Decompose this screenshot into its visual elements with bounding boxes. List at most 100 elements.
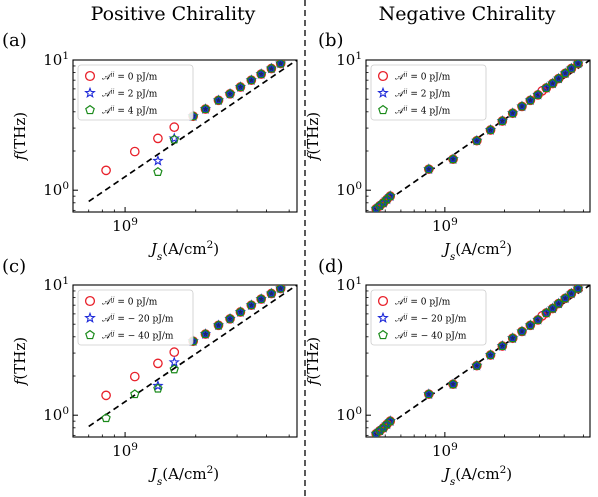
data-area <box>88 285 297 428</box>
legend-marker-pentagon <box>85 329 95 340</box>
minor-ticks <box>366 290 584 437</box>
data-point-pentagon <box>385 191 395 201</box>
data-point-pentagon <box>533 314 543 324</box>
y-axis-label: f(THz) <box>304 112 322 161</box>
data-point-pentagon <box>225 88 235 98</box>
x-axis-label: Js(A/cm2) <box>148 239 219 263</box>
data-point-pentagon <box>382 419 392 429</box>
legend-marker-circle <box>84 295 96 307</box>
x-tick-label: 109 <box>112 216 138 235</box>
data-point-circle <box>153 358 163 369</box>
minor-ticks <box>73 290 290 437</box>
data-point-pentagon <box>485 125 496 134</box>
y-tick-label: 101 <box>43 275 69 294</box>
reference-line <box>88 60 297 203</box>
legend-marker-pentagon <box>378 329 388 340</box>
panel-label: (a) <box>2 30 27 51</box>
x-axis-label: Js(A/cm2) <box>441 464 512 488</box>
data-point-pentagon <box>235 82 246 92</box>
y-axis-label: f(THz) <box>11 337 29 386</box>
data-point-pentagon <box>225 313 235 323</box>
data-point-pentagon <box>573 285 583 293</box>
legend-marker-circle <box>84 70 96 82</box>
data-point-pentagon <box>371 203 381 212</box>
data-point-pentagon <box>266 288 277 298</box>
series-pentagon <box>371 285 583 437</box>
data-point-star <box>168 356 180 368</box>
legend-box <box>77 64 194 121</box>
data-area <box>370 285 590 437</box>
axes-frame <box>72 59 298 213</box>
legend-entry-label: 𝒜ii = 0 pJ/m <box>395 71 451 83</box>
data-point-pentagon <box>472 360 482 370</box>
axes-frame <box>365 284 591 438</box>
data-point-pentagon <box>275 60 286 68</box>
data-area <box>370 60 590 212</box>
data-point-pentagon <box>533 89 543 99</box>
legend-entry-label: 𝒜ij = − 20 pJ/m <box>102 313 174 325</box>
data-point-pentagon <box>200 329 211 339</box>
data-point-pentagon <box>256 69 266 79</box>
data-point-pentagon <box>508 108 518 118</box>
legend-box <box>77 289 194 346</box>
legend-marker-pentagon <box>85 104 95 115</box>
minor-ticks <box>366 65 584 212</box>
data-point-pentagon <box>246 300 257 310</box>
data-point-pentagon <box>375 200 385 210</box>
panel-label: (c) <box>2 256 26 277</box>
legend-entry-label: 𝒜ij = − 40 pJ/m <box>102 330 174 342</box>
reference-line <box>88 285 297 428</box>
legend-marker-star <box>377 311 389 324</box>
y-tick-label: 100 <box>336 405 362 424</box>
data-point-pentagon <box>378 197 389 207</box>
data-point-pentagon <box>256 294 266 304</box>
data-point-pentagon <box>424 164 434 174</box>
legend-box <box>370 289 487 346</box>
legend-entry-label: 𝒜ii = 2 pJ/m <box>102 88 158 100</box>
data-point-pentagon <box>101 413 111 423</box>
legend: 𝒜ij = 0 pJ/m 𝒜ij = − 20 pJ/m 𝒜ij = − 40 pJ… <box>77 289 194 346</box>
x-axis-label: Js(A/cm2) <box>441 239 512 263</box>
data-point-pentagon <box>424 389 434 399</box>
data-point-pentagon <box>385 416 395 426</box>
x-axis-label: Js(A/cm2) <box>148 464 219 488</box>
y-tick-label: 101 <box>43 50 69 69</box>
data-point-circle <box>101 390 111 401</box>
data-point-pentagon <box>497 116 508 126</box>
data-point-pentagon <box>485 350 496 359</box>
legend-entry-label: 𝒜ii = 4 pJ/m <box>395 105 451 117</box>
legend-entry-label: 𝒜ii = 2 pJ/m <box>395 88 451 100</box>
x-tick-label: 109 <box>112 441 138 460</box>
legend-entry-label: 𝒜ii = 4 pJ/m <box>102 105 158 117</box>
data-point-circle <box>129 371 140 382</box>
data-point-pentagon <box>371 428 381 437</box>
legend-box <box>370 64 487 121</box>
y-tick-label: 100 <box>43 180 69 199</box>
series-pentagon <box>153 60 286 176</box>
data-point-pentagon <box>517 326 527 336</box>
data-point-pentagon <box>213 95 224 105</box>
data-point-pentagon <box>553 73 564 83</box>
legend-entry-label: 𝒜ii = 0 pJ/m <box>102 71 158 83</box>
data-point-pentagon <box>378 422 389 432</box>
y-tick-label: 100 <box>336 180 362 199</box>
data-point-pentagon <box>382 194 392 204</box>
y-axis-label: f(THz) <box>11 112 29 161</box>
data-point-pentagon <box>153 167 163 176</box>
panel-label: (b) <box>318 30 344 51</box>
series-pentagon <box>101 285 286 423</box>
panels: (a) 109 100 101 Js(A/cm2) f(THz) 𝒜ii = 0 pJ/m 𝒜… <box>2 30 591 488</box>
data-point-star <box>152 379 164 391</box>
legend-marker-star <box>377 86 389 99</box>
column-title-positive: Positive Chirality <box>91 3 256 25</box>
series-pentagon <box>371 60 583 212</box>
legend-marker-circle <box>377 70 389 82</box>
legend-marker-pentagon <box>378 104 388 115</box>
data-point-pentagon <box>169 364 179 374</box>
data-point-pentagon <box>525 95 536 105</box>
y-tick-label: 101 <box>336 275 362 294</box>
legend-entry-label: 𝒜ij = 0 pJ/m <box>395 296 451 308</box>
